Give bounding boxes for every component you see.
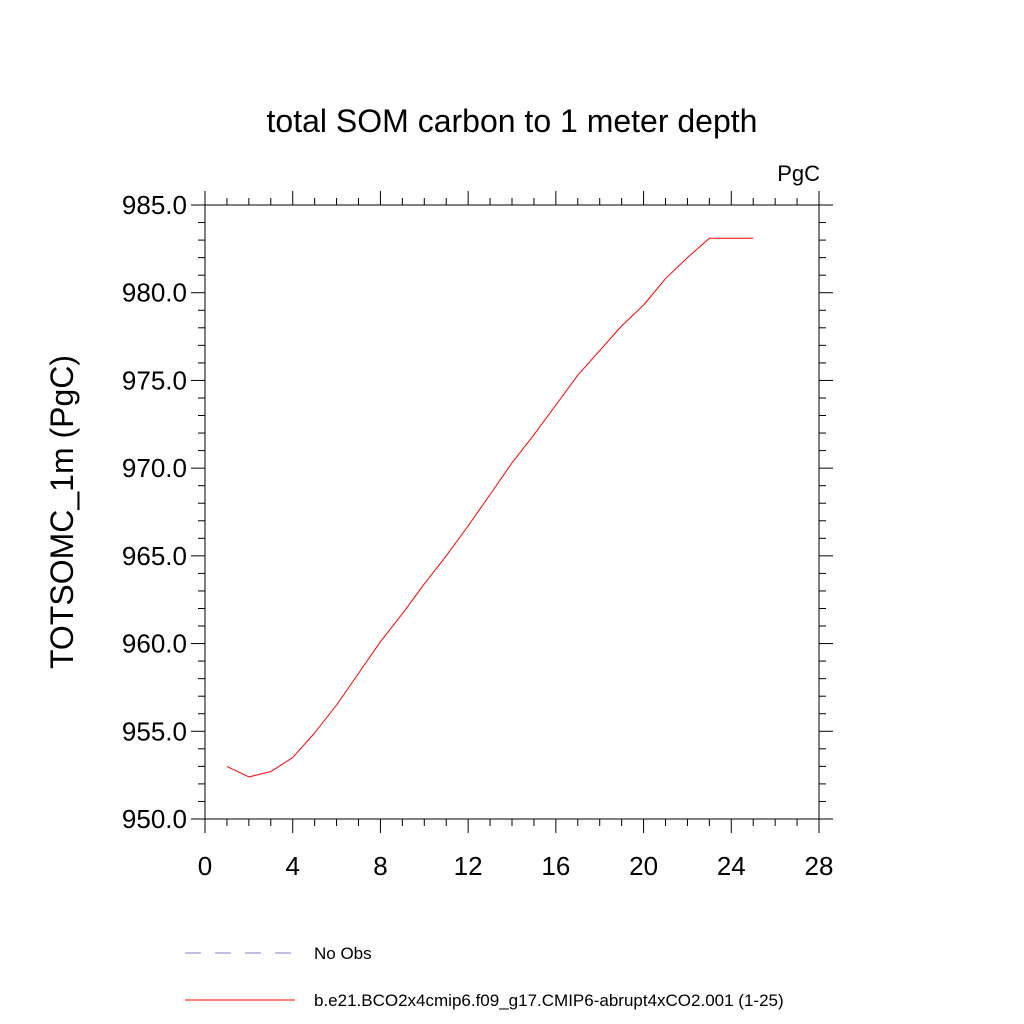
y-tick-label: 985.0 (122, 190, 187, 220)
legend-label-no-obs: No Obs (314, 944, 372, 963)
plot-frame (204, 204, 820, 820)
chart-title: total SOM carbon to 1 meter depth (267, 103, 758, 139)
x-tick-label: 20 (629, 851, 658, 881)
y-tick-label: 960.0 (122, 629, 187, 659)
x-tick-label: 28 (805, 851, 834, 881)
x-tick-label: 24 (717, 851, 746, 881)
y-tick-label: 980.0 (122, 278, 187, 308)
y-tick-label: 975.0 (122, 365, 187, 395)
y-tick-label: 970.0 (122, 453, 187, 483)
x-tick-label: 12 (454, 851, 483, 881)
x-tick-label: 0 (198, 851, 212, 881)
y-tick-label: 965.0 (122, 541, 187, 571)
y-tick-label: 955.0 (122, 716, 187, 746)
series-layer (226, 237, 754, 778)
legend: No Obs b.e21.BCO2x4cmip6.f09_g17.CMIP6-a… (185, 944, 784, 1010)
y-tick-label: 950.0 (122, 804, 187, 834)
x-tick-label: 4 (285, 851, 299, 881)
x-tick-label: 16 (541, 851, 570, 881)
x-tick-labels: 0 4 8 12 16 20 24 28 (198, 851, 834, 881)
x-tick-label: 8 (373, 851, 387, 881)
series-line (226, 237, 754, 778)
y-tick-labels: 950.0 955.0 960.0 965.0 970.0 975.0 980.0 985.0 (122, 190, 187, 834)
axis-ticks (191, 191, 833, 833)
y-axis-label: TOTSOMC_1m (PgC) (44, 355, 80, 669)
legend-label-model: b.e21.BCO2x4cmip6.f09_g17.CMIP6-abrupt4x… (314, 991, 784, 1010)
units-label: PgC (777, 161, 820, 186)
